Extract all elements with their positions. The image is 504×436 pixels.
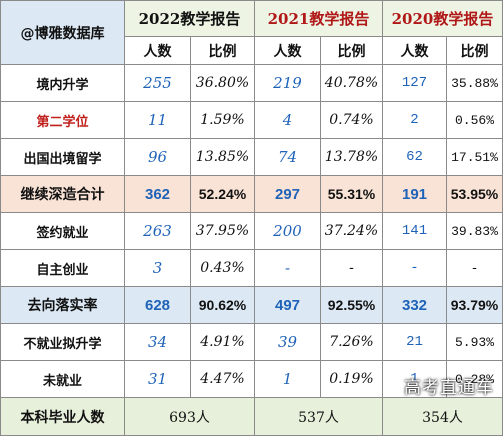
ratio-cell: 55.31% [320,175,383,213]
count-cell: 362 [124,175,191,213]
year-header-row: @博雅数据库 2022教学报告 2021教学报告 2020教学报告 [0,0,503,65]
ratio-cell: 0.19% [320,360,383,398]
table-row: 出国出境留学 96 13.85% 74 13.78% 62 17.51% [0,138,503,176]
sub-header-ratio-2022: 比例 [190,36,255,65]
count-cell: 2 [382,101,447,139]
total-row: 本科毕业人数 693人 537人 354人 [0,397,503,436]
ratio-cell: - [446,249,503,287]
count-cell: - [254,249,321,287]
row-label: 去向落实率 [0,286,125,324]
total-2022: 693人 [124,397,255,436]
count-cell: 21 [382,323,447,361]
count-cell: 39 [254,323,321,361]
count-cell: 332 [382,286,447,324]
count-cell: 96 [124,138,191,176]
total-2020: 354人 [382,397,503,436]
corner-label: @博雅数据库 [0,0,125,65]
table-row: 不就业拟升学 34 4.91% 39 7.26% 21 5.93% [0,323,503,361]
count-cell: 3 [124,249,191,287]
ratio-cell: 4.91% [190,323,255,361]
ratio-cell: 53.95% [446,175,503,213]
ratio-cell: 1.59% [190,101,255,139]
row-label: 未就业 [0,360,125,398]
row-label: 境内升学 [0,64,125,102]
subtotal-row-placement-rate: 去向落实率 628 90.62% 497 92.55% 332 93.79% [0,286,503,324]
table-row: 未就业 31 4.47% 1 0.19% 1 0.28% [0,360,503,398]
sub-header-ratio-2021: 比例 [320,36,383,65]
count-cell: - [382,249,447,287]
ratio-cell: 0.74% [320,101,383,139]
ratio-cell: - [320,249,383,287]
count-cell: 4 [254,101,321,139]
sub-header-count-2021: 人数 [254,36,321,65]
count-cell: 31 [124,360,191,398]
ratio-cell: 0.43% [190,249,255,287]
year-header-2022: 2022教学报告 [124,0,255,37]
table-row: 第二学位 11 1.59% 4 0.74% 2 0.56% [0,101,503,139]
count-cell: 62 [382,138,447,176]
ratio-cell: 4.47% [190,360,255,398]
count-cell: 200 [254,212,321,250]
sub-header-count-2022: 人数 [124,36,191,65]
count-cell: 34 [124,323,191,361]
count-cell: 255 [124,64,191,102]
count-cell: 497 [254,286,321,324]
ratio-cell: 13.78% [320,138,383,176]
count-cell: 127 [382,64,447,102]
row-label: 继续深造合计 [0,175,125,213]
total-2021: 537人 [254,397,383,436]
count-cell: 74 [254,138,321,176]
sub-header-ratio-2020: 比例 [446,36,503,65]
sub-header-row: 人数 比例 人数 比例 人数 比例 [1,36,503,65]
ratio-cell: 13.85% [190,138,255,176]
count-cell: 219 [254,64,321,102]
ratio-cell: 92.55% [320,286,383,324]
table-row: 境内升学 255 36.80% 219 40.78% 127 35.88% [0,64,503,102]
row-label: 不就业拟升学 [0,323,125,361]
subtotal-row-further-study: 继续深造合计 362 52.24% 297 55.31% 191 53.95% [0,175,503,213]
table-row: 签约就业 263 37.95% 200 37.24% 141 39.83% [0,212,503,250]
year-header-2020: 2020教学报告 [382,0,503,37]
count-cell: 263 [124,212,191,250]
ratio-cell: 36.80% [190,64,255,102]
count-cell: 297 [254,175,321,213]
row-label: 签约就业 [0,212,125,250]
count-cell: 141 [382,212,447,250]
ratio-cell: 7.26% [320,323,383,361]
ratio-cell: 0.56% [446,101,503,139]
ratio-cell: 37.24% [320,212,383,250]
total-label: 本科毕业人数 [0,397,125,436]
table-row: 自主创业 3 0.43% - - - - [0,249,503,287]
row-label: 出国出境留学 [0,138,125,176]
count-cell: 11 [124,101,191,139]
count-cell: 191 [382,175,447,213]
row-label: 自主创业 [0,249,125,287]
watermark-text: 高考直通车 [404,378,494,398]
ratio-cell: 93.79% [446,286,503,324]
ratio-cell: 52.24% [190,175,255,213]
ratio-cell: 35.88% [446,64,503,102]
ratio-cell: 39.83% [446,212,503,250]
ratio-cell: 5.93% [446,323,503,361]
ratio-cell: 17.51% [446,138,503,176]
ratio-cell: 90.62% [190,286,255,324]
ratio-cell: 40.78% [320,64,383,102]
year-header-2021: 2021教学报告 [254,0,383,37]
count-cell: 1 [254,360,321,398]
row-label: 第二学位 [0,101,125,139]
sub-header-count-2020: 人数 [382,36,447,65]
count-cell: 628 [124,286,191,324]
ratio-cell: 37.95% [190,212,255,250]
